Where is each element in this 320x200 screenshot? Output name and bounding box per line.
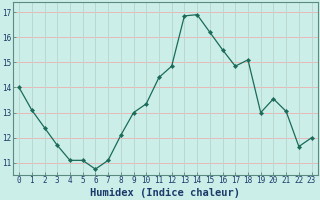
X-axis label: Humidex (Indice chaleur): Humidex (Indice chaleur) [90,188,240,198]
